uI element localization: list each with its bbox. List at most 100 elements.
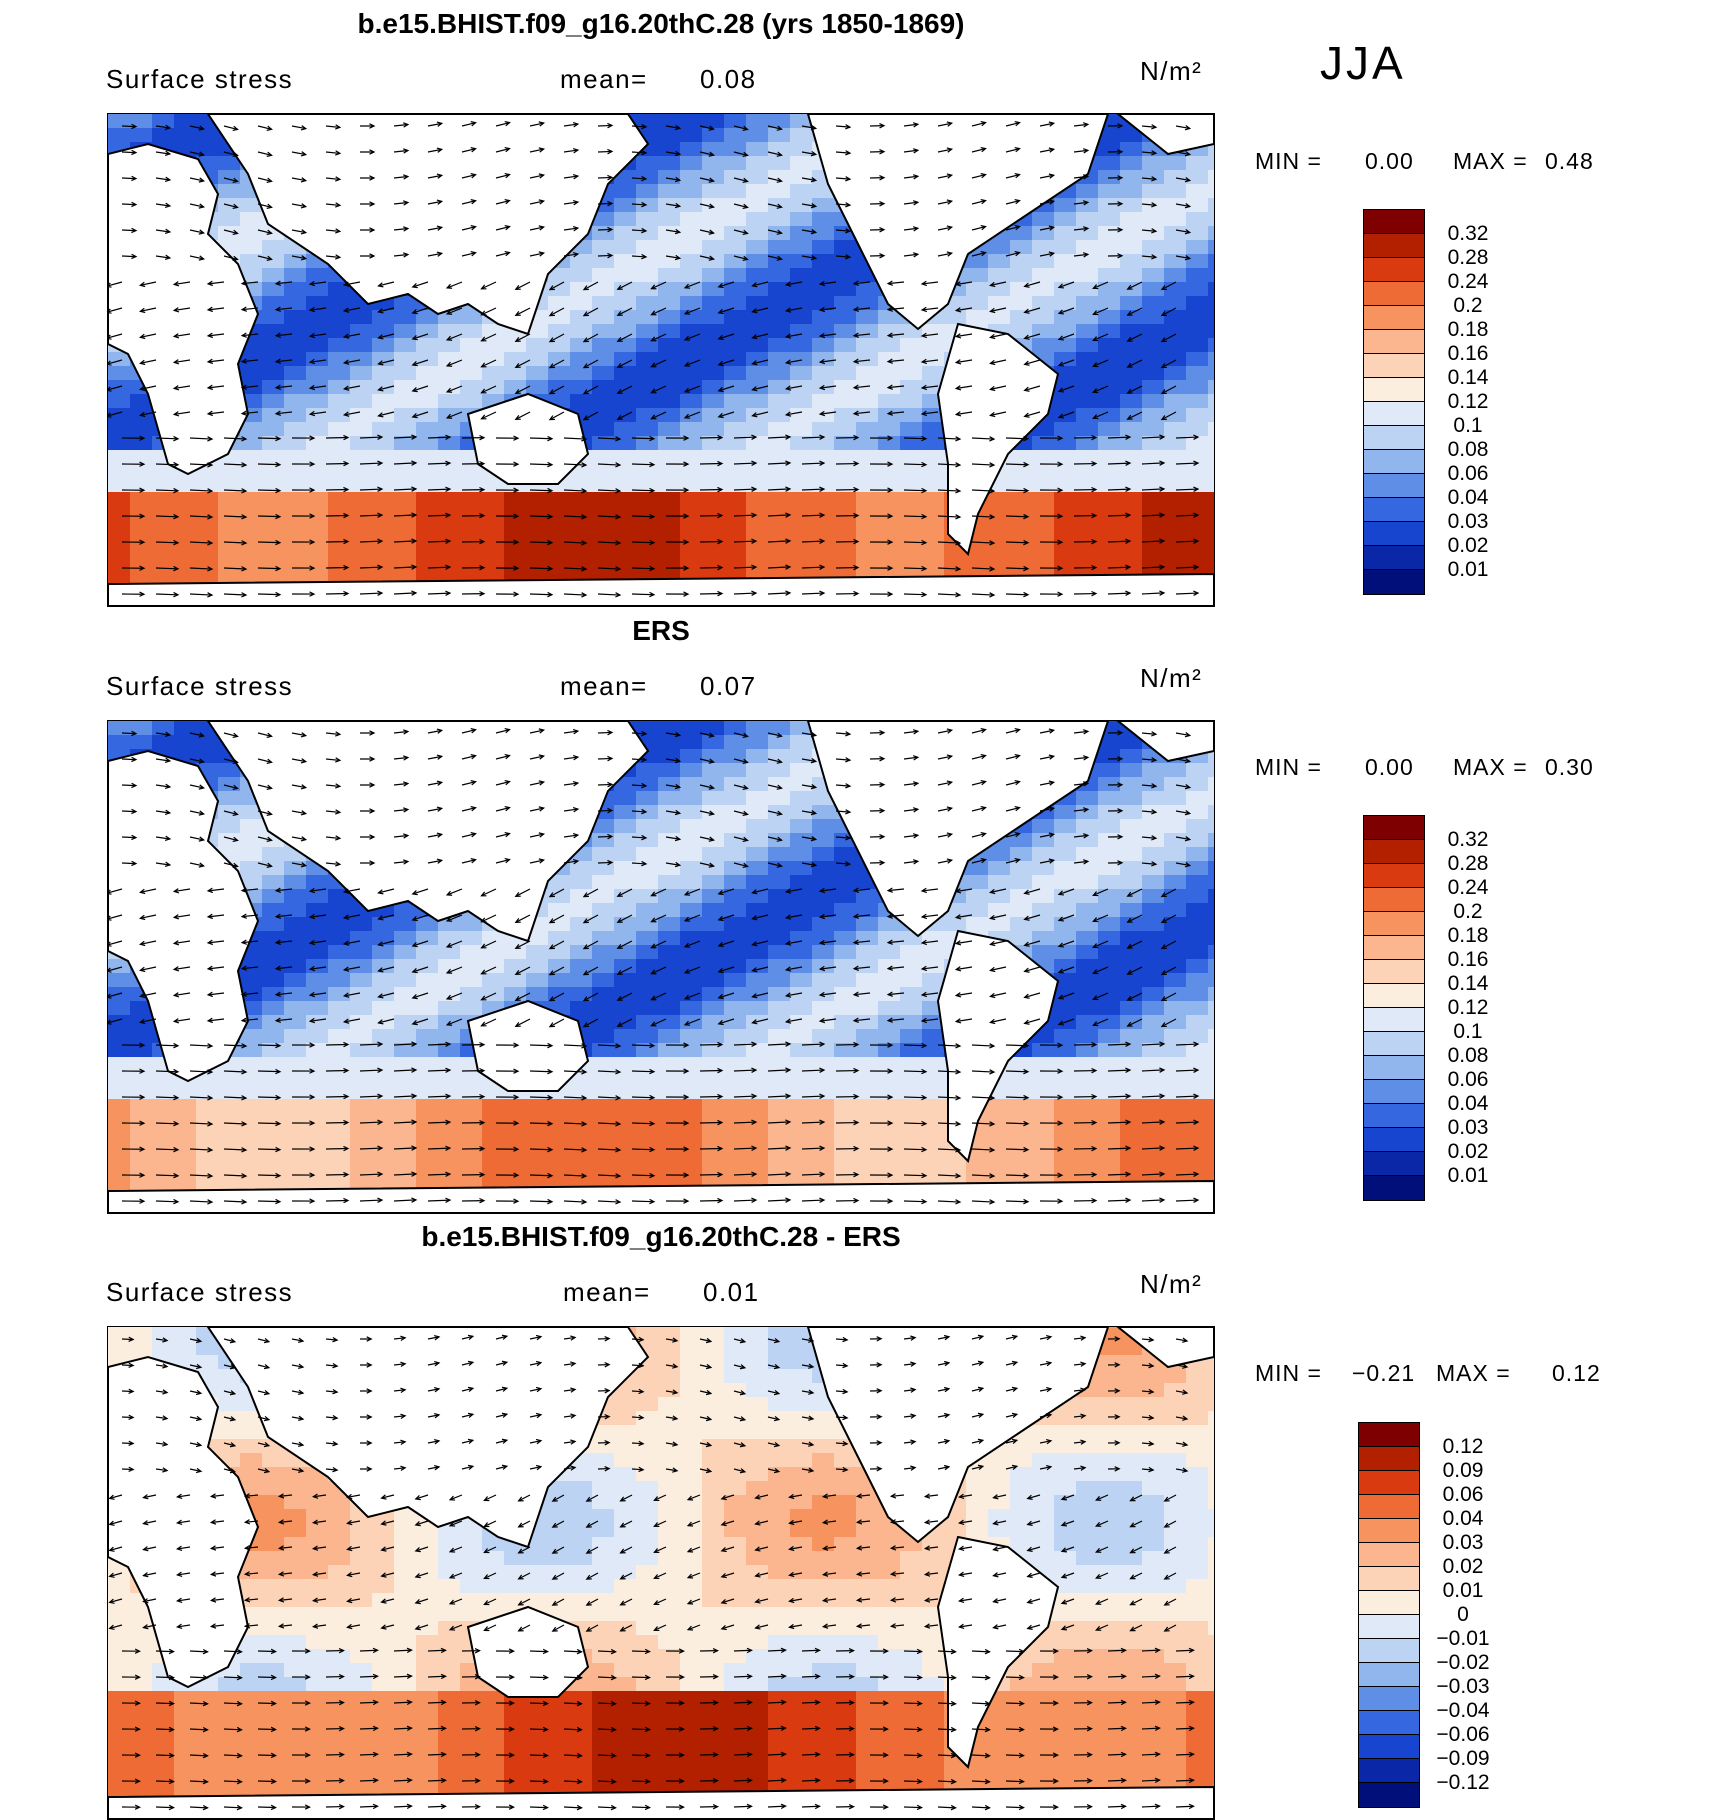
field-cell bbox=[966, 889, 989, 904]
field-cell bbox=[834, 1099, 857, 1114]
field-cell bbox=[702, 735, 725, 750]
field-cell bbox=[1120, 1155, 1143, 1170]
vector-shaft bbox=[904, 490, 926, 491]
field-cell bbox=[504, 973, 527, 988]
field-cell bbox=[746, 198, 769, 213]
field-cell bbox=[746, 408, 769, 423]
field-cell bbox=[1142, 268, 1165, 283]
field-cell bbox=[394, 562, 417, 577]
field-cell bbox=[1208, 184, 1214, 199]
field-cell bbox=[746, 226, 769, 241]
field-cell bbox=[1010, 310, 1033, 325]
field-cell bbox=[1208, 847, 1214, 862]
field-cell bbox=[284, 534, 307, 549]
field-cell bbox=[1120, 296, 1143, 311]
field-cell bbox=[592, 1071, 615, 1086]
field-cell bbox=[262, 268, 285, 283]
field-cell bbox=[724, 422, 747, 437]
field-cell bbox=[1142, 1001, 1165, 1016]
field-cell bbox=[988, 492, 1011, 507]
field-cell bbox=[658, 1001, 681, 1016]
field-cell bbox=[460, 520, 483, 535]
field-cell bbox=[944, 917, 967, 932]
field-cell bbox=[1208, 310, 1214, 325]
field-cell bbox=[1032, 903, 1055, 918]
field-cell bbox=[790, 128, 813, 143]
field-cell bbox=[1032, 212, 1055, 227]
field-cell bbox=[790, 562, 813, 577]
field-cell bbox=[108, 548, 131, 563]
field-cell bbox=[746, 520, 769, 535]
field-cell bbox=[922, 931, 945, 946]
field-cell bbox=[658, 156, 681, 171]
field-cell bbox=[372, 1127, 395, 1142]
field-cell bbox=[394, 394, 417, 409]
field-cell bbox=[724, 1127, 747, 1142]
field-cell bbox=[790, 847, 813, 862]
field-cell bbox=[856, 1155, 879, 1170]
field-cell bbox=[262, 1155, 285, 1170]
field-cell bbox=[1164, 422, 1187, 437]
field-cell bbox=[1208, 917, 1214, 932]
field-cell bbox=[570, 268, 593, 283]
field-cell bbox=[1142, 492, 1165, 507]
colorbar-swatch bbox=[1364, 282, 1424, 306]
field-cell bbox=[1010, 1113, 1033, 1128]
field-cell bbox=[702, 1071, 725, 1086]
field-cell bbox=[350, 520, 373, 535]
field-cell bbox=[702, 520, 725, 535]
field-cell bbox=[1098, 226, 1121, 241]
field-cell bbox=[1164, 184, 1187, 199]
field-cell bbox=[900, 1099, 923, 1114]
field-cell bbox=[262, 1071, 285, 1086]
field-cell bbox=[900, 945, 923, 960]
field-cell bbox=[746, 240, 769, 255]
field-cell bbox=[658, 987, 681, 1002]
field-cell bbox=[702, 464, 725, 479]
field-cell bbox=[790, 1099, 813, 1114]
field-cell bbox=[768, 1001, 791, 1016]
field-cell bbox=[614, 833, 637, 848]
field-cell bbox=[812, 548, 835, 563]
field-cell bbox=[790, 931, 813, 946]
units-label: N/m² bbox=[1140, 56, 1202, 87]
field-cell bbox=[570, 1155, 593, 1170]
field-cell bbox=[482, 1127, 505, 1142]
field-cell bbox=[394, 1071, 417, 1086]
field-cell bbox=[592, 394, 615, 409]
field-cell bbox=[1076, 394, 1099, 409]
field-cell bbox=[262, 282, 285, 297]
field-cell bbox=[680, 1071, 703, 1086]
field-cell bbox=[372, 338, 395, 353]
field-cell bbox=[1076, 254, 1099, 269]
field-cell bbox=[680, 945, 703, 960]
field-cell bbox=[614, 903, 637, 918]
field-cell bbox=[746, 847, 769, 862]
field-cell bbox=[1208, 973, 1214, 988]
field-cell bbox=[504, 945, 527, 960]
field-cell bbox=[1076, 875, 1099, 890]
field-cell bbox=[1098, 198, 1121, 213]
field-cell bbox=[658, 1071, 681, 1086]
field-cell bbox=[152, 1169, 175, 1184]
field-cell bbox=[988, 296, 1011, 311]
field-cell bbox=[1054, 324, 1077, 339]
field-cell bbox=[1164, 170, 1187, 185]
field-cell bbox=[856, 1113, 879, 1128]
field-cell bbox=[834, 240, 857, 255]
field-cell bbox=[504, 492, 527, 507]
field-cell bbox=[1186, 1113, 1209, 1128]
field-cell bbox=[394, 1099, 417, 1114]
field-cell bbox=[658, 170, 681, 185]
field-cell bbox=[262, 422, 285, 437]
field-cell bbox=[658, 548, 681, 563]
field-cell bbox=[1076, 520, 1099, 535]
field-cell bbox=[768, 1099, 791, 1114]
field-cell bbox=[1186, 1071, 1209, 1086]
field-cell bbox=[1208, 903, 1214, 918]
field-cell bbox=[1120, 1001, 1143, 1016]
field-cell bbox=[790, 1057, 813, 1072]
field-cell bbox=[812, 931, 835, 946]
field-cell bbox=[790, 310, 813, 325]
field-cell bbox=[284, 1155, 307, 1170]
